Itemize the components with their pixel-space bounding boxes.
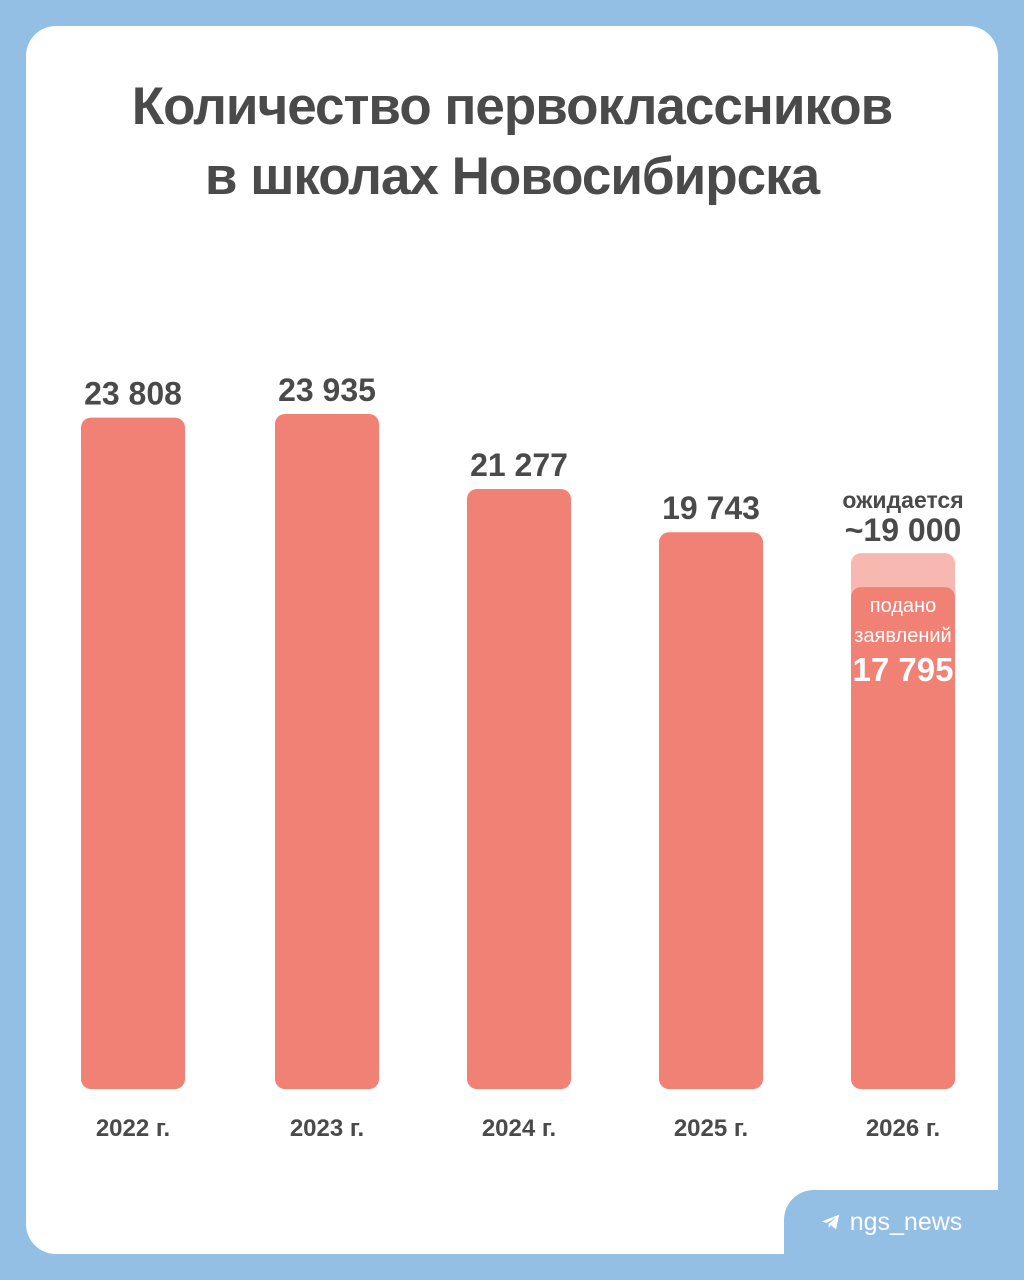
year-label-2022: 2022 г. — [96, 1115, 170, 1142]
expected-value-label: ~19 000 — [845, 512, 962, 548]
value-label-2024: 21 277 — [470, 447, 568, 483]
telegram-icon — [821, 1214, 839, 1230]
bar-2026 — [851, 587, 955, 1089]
footer-handle-text: ngs_news — [849, 1207, 963, 1236]
footer-notch — [784, 1190, 1024, 1280]
title-line-1: Количество первоклассников — [131, 77, 893, 136]
bar-2023 — [275, 414, 379, 1089]
chart-title: Количество первоклассников в школах Ново… — [0, 72, 1024, 212]
year-label-2026: 2026 г. — [866, 1115, 940, 1142]
year-label-2023: 2023 г. — [290, 1115, 364, 1142]
bar-2024 — [467, 488, 571, 1090]
inbar-label-line-1: подано — [870, 595, 936, 617]
expected-label: ожидается — [842, 487, 963, 513]
footer-handle[interactable]: ngs_news — [784, 1190, 998, 1254]
inbar-value-label: 17 795 — [853, 651, 954, 688]
value-label-2025: 19 743 — [662, 490, 760, 526]
year-label-2025: 2025 г. — [674, 1115, 748, 1142]
title-line-2: в школах Новосибирска — [204, 147, 820, 206]
value-label-2022: 23 808 — [84, 376, 182, 412]
value-label-2023: 23 935 — [278, 372, 376, 408]
inbar-label-line-2: заявлений — [854, 625, 951, 647]
bar-2025 — [659, 532, 763, 1089]
bar-2022 — [81, 417, 185, 1090]
year-label-2024: 2024 г. — [482, 1115, 556, 1142]
